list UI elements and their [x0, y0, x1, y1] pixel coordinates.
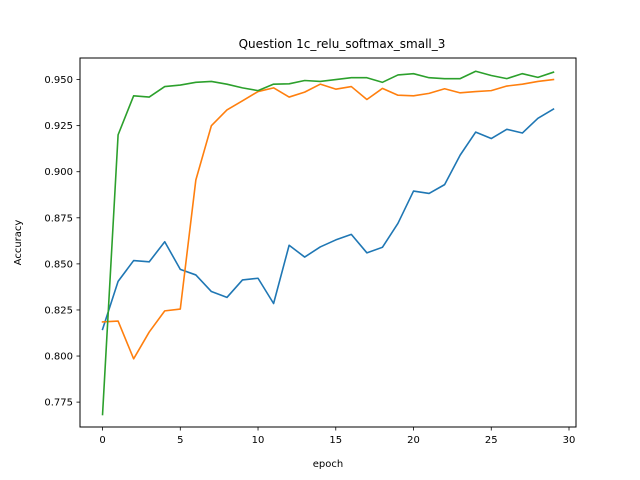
x-tick-label: 0 — [99, 435, 105, 446]
x-tick-label: 30 — [563, 435, 576, 446]
x-axis-label: epoch — [313, 459, 343, 470]
chart-title: Question 1c_relu_softmax_small_3 — [239, 37, 446, 51]
y-tick-label: 0.950 — [44, 75, 73, 86]
x-tick-label: 15 — [329, 435, 342, 446]
series-line-2 — [101, 78, 555, 360]
x-tick-label: 10 — [252, 435, 265, 446]
y-tick-label: 0.825 — [44, 305, 73, 316]
y-tick-label: 0.925 — [44, 121, 73, 132]
y-axis-ticks: 0.775 0.800 0.825 0.850 0.875 0.900 0.925 0.950 — [44, 75, 80, 409]
y-tick-label: 0.875 — [44, 213, 73, 224]
x-tick-label: 5 — [177, 435, 183, 446]
plot-lines — [101, 70, 555, 416]
y-tick-label: 0.850 — [44, 259, 73, 270]
y-tick-label: 0.775 — [44, 398, 73, 409]
x-tick-label: 25 — [485, 435, 498, 446]
x-axis-ticks: 0 5 10 15 20 25 30 — [99, 427, 575, 446]
x-tick-label: 20 — [407, 435, 420, 446]
series-line-3 — [101, 70, 555, 416]
plot-frame — [79, 57, 577, 428]
y-tick-label: 0.900 — [44, 167, 73, 178]
y-tick-label: 0.800 — [44, 352, 73, 363]
series-line-1 — [101, 107, 555, 331]
y-axis-label: Accuracy — [13, 220, 24, 266]
